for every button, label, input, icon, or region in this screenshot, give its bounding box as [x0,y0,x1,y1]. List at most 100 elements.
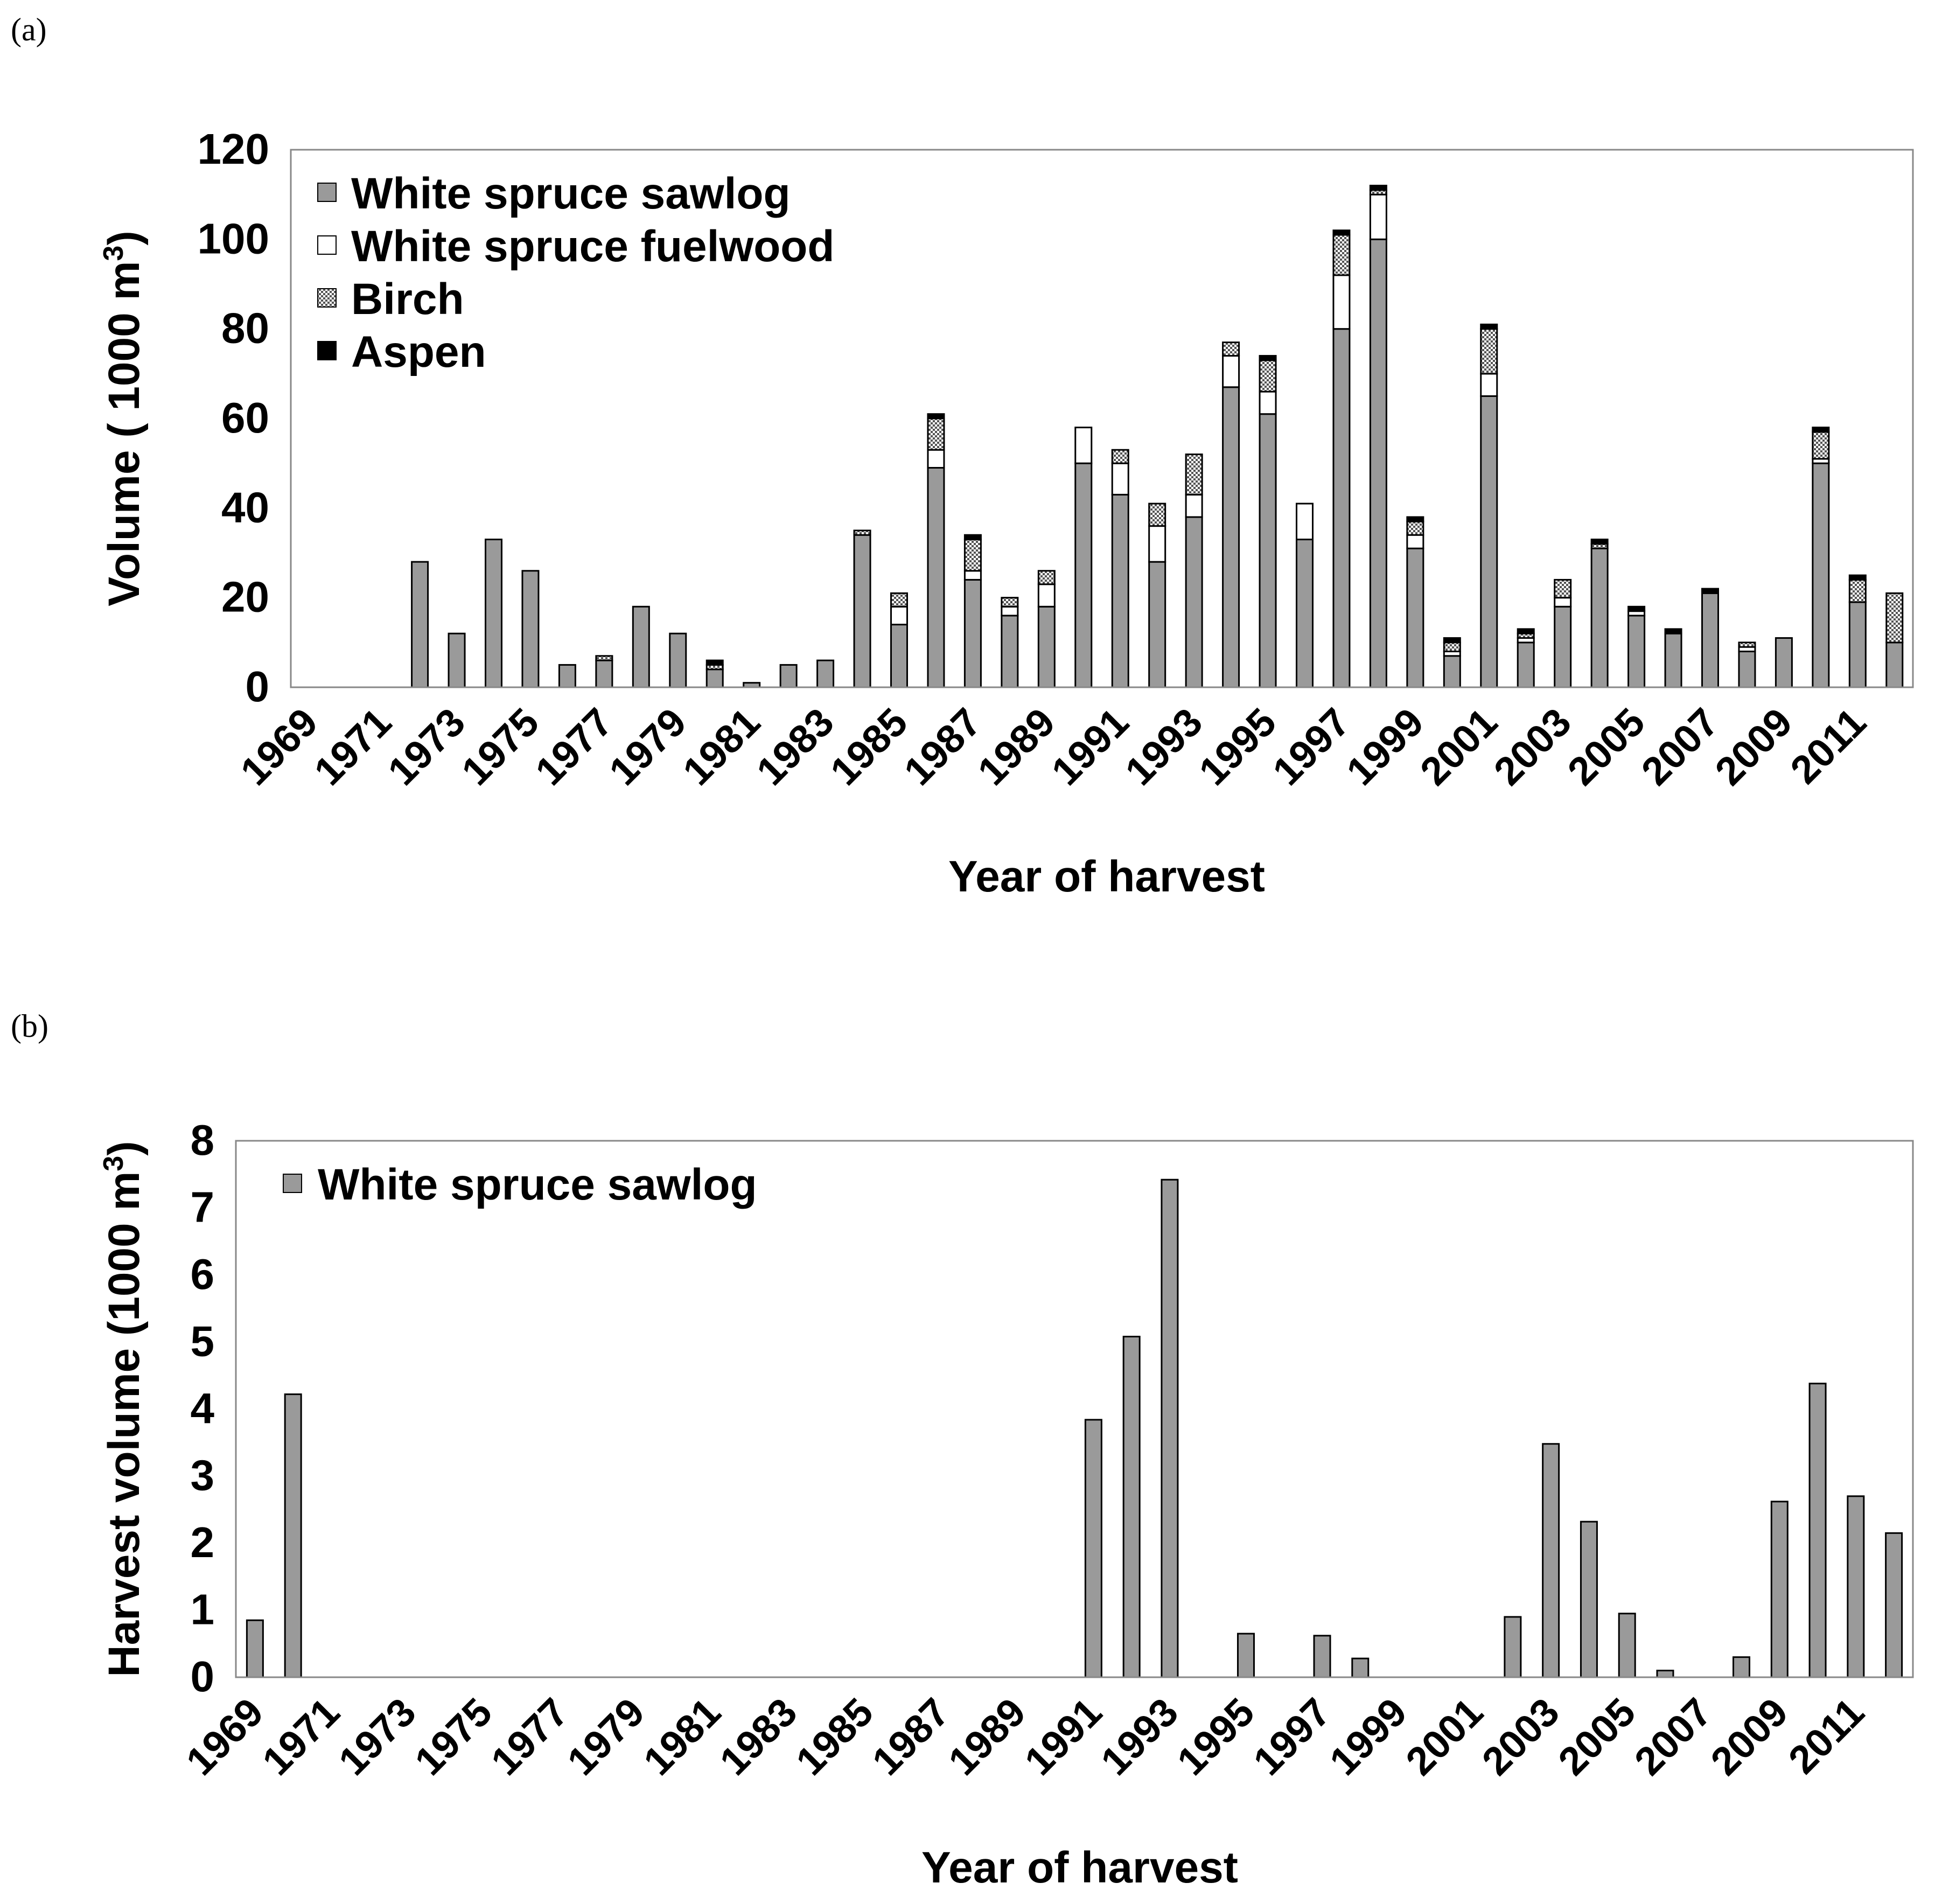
chart-b-y-axis-title: Harvest volume (1000 m3) [98,1141,149,1677]
bar-aspen-1998 [1369,185,1387,191]
bar-aspen-2004 [1590,539,1609,545]
x-tick-label: 1973 [330,1690,424,1784]
bar-sawlog-1986 [927,466,945,688]
x-tick-label: 1977 [527,700,621,794]
x-tick-label: 1969 [232,700,326,794]
bar-sawlog-1994 [1222,386,1240,688]
legend-item-fuelwood: White spruce fuelwood [317,222,834,271]
bar-aspen-1986 [927,413,945,420]
chart-a: 0 20 40 60 80 100 120 196919711973197519771979… [98,125,1914,901]
bar-sawlog-1973 [448,632,466,688]
x-tick-label: 1989 [969,700,1064,794]
bar-birch-1986 [927,417,945,451]
x-tick-label: 1983 [711,1690,805,1784]
bar-birch-1987 [963,539,982,572]
bar-sawlog-1977 [595,659,613,688]
bar-aspen-2001 [1480,323,1498,330]
bar-birch-1991 [1111,449,1129,464]
chart-a-y-axis-title: Volume ( 1000 m3) [98,231,149,606]
bar-sawlog-1988 [1001,615,1019,688]
x-tick-label: 1995 [1169,1690,1263,1784]
bar-sawlog-2008 [1738,650,1756,688]
bar-sawlog-1987 [963,578,982,688]
bar-sawlog-2002 [1517,641,1535,688]
bar-fuelwood-1989 [1037,583,1056,608]
bar-sawlog-1992 [1148,561,1166,688]
x-tick-label: 2005 [1559,700,1653,794]
bar-sawlog-1997 [1332,328,1351,688]
x-tick-label: 1985 [822,700,916,794]
bar-birch-2010 [1812,431,1830,460]
x-tick-label: 1971 [305,700,400,794]
bar-fuelwood-1986 [927,449,945,469]
x-tick-label: 2011 [1780,1690,1873,1782]
bar-birch-2008 [1738,641,1756,648]
bar-birch-1989 [1037,570,1056,585]
panel-a-label: (a) [11,12,47,47]
chart-a-x-axis-title: Year of harvest [948,852,1265,901]
bar-fuelwood-1990 [1074,427,1093,464]
bar-sawlog-1972 [411,561,429,688]
bar-birch-1993 [1185,454,1203,496]
bar-sawlog-1996 [1296,539,1314,688]
x-tick-label: 1987 [864,1690,958,1784]
chart-b-legend: White spruce sawlog [283,1160,757,1209]
x-tick-label: 1981 [674,700,769,794]
bar-aspen-1987 [963,534,982,541]
bar-sawlog-1993 [1161,1178,1179,1678]
y-tick-label: 0 [246,662,270,710]
x-tick-label: 1975 [406,1690,500,1784]
x-tick-label: 1973 [379,700,473,794]
panel-b-label: (b) [11,1008,48,1044]
x-tick-label: 1983 [748,700,842,794]
x-tick-label: 1979 [558,1690,653,1784]
chart-b-x-axis-title: Year of harvest [921,1843,1238,1892]
y-tick-label: 40 [221,483,269,531]
x-tick-label: 1991 [1016,1690,1110,1784]
bar-sawlog-2003 [1554,605,1572,688]
x-tick-label: 1987 [896,700,990,794]
bar-sawlog-2000 [1443,655,1461,688]
bar-sawlog-2003 [1542,1443,1560,1678]
bar-aspen-2002 [1517,628,1535,634]
bar-sawlog-2010 [1812,462,1830,688]
bar-sawlog-1984 [853,534,871,688]
bar-fuelwood-1997 [1332,274,1351,330]
legend-item-birch: Birch [317,275,464,324]
bar-fuelwood-1999 [1406,534,1424,549]
bar-aspen-2000 [1443,637,1461,644]
bar-fuelwood-1985 [890,605,908,626]
bar-fuelwood-1993 [1185,493,1203,518]
bar-birch-1995 [1259,359,1277,393]
bar-sawlog-2005 [1618,1613,1636,1678]
y-tick-label: 100 [198,214,269,262]
bar-sawlog-1985 [890,624,908,688]
bar-fuelwood-1998 [1369,193,1387,240]
bar-aspen-2006 [1664,628,1682,634]
x-tick-label: 1977 [483,1690,577,1784]
bar-sawlog-1970 [284,1393,302,1678]
legend-label-sawlog: White spruce sawlog [351,169,791,218]
legend-b-label-sawlog: White spruce sawlog [318,1160,757,1209]
bar-sawlog-2010 [1808,1383,1827,1678]
bar-sawlog-2006 [1656,1670,1674,1678]
bar-sawlog-1992 [1122,1336,1141,1678]
x-tick-label: 2011 [1782,700,1874,792]
y-tick-label: 60 [221,394,269,442]
bar-birch-2000 [1443,641,1461,652]
x-tick-label: 1979 [600,700,695,794]
bar-sawlog-2011 [1848,601,1867,688]
x-tick-label: 2009 [1702,1690,1797,1784]
bar-sawlog-1983 [816,659,835,688]
bar-birch-2011 [1848,578,1867,603]
y-tick-label: 2 [191,1518,215,1566]
bar-sawlog-2002 [1504,1616,1522,1678]
bar-sawlog-2011 [1847,1495,1865,1678]
x-tick-label: 1997 [1264,700,1358,794]
x-tick-label: 2001 [1397,1690,1491,1784]
x-tick-label: 1985 [787,1690,882,1784]
bar-fuelwood-1991 [1111,462,1129,496]
bar-aspen-1999 [1406,516,1424,522]
x-tick-label: 2005 [1549,1690,1644,1784]
